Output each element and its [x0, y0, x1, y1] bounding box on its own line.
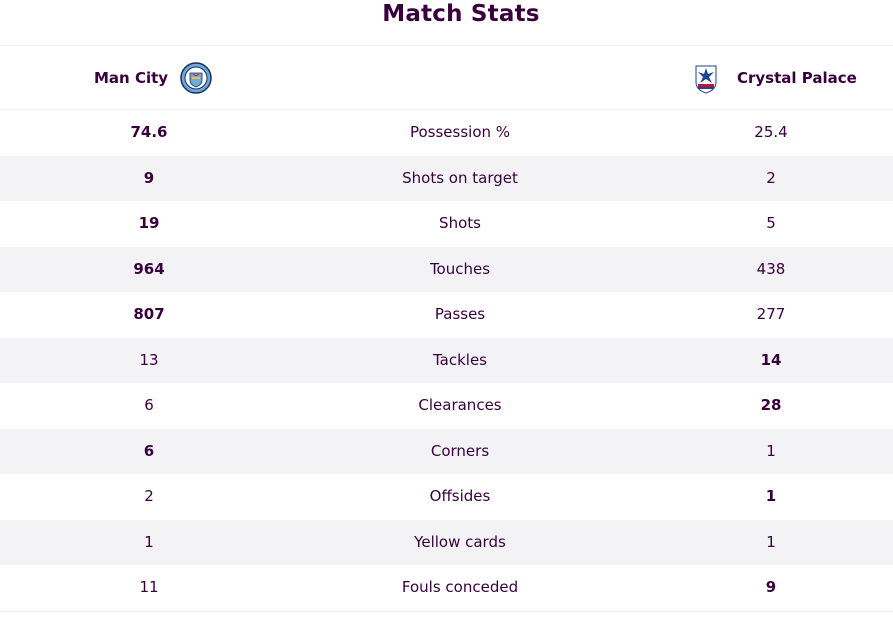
home-stat-value: 13: [139, 350, 159, 369]
divider: [0, 610, 893, 612]
stat-label: Corners: [430, 441, 490, 460]
stat-row: 19 Shots 5: [0, 201, 893, 247]
home-stat-value: 964: [133, 259, 165, 278]
away-stat-value: 2: [766, 168, 776, 187]
home-stat-value: 807: [133, 305, 165, 323]
stat-row: 13 Tackles 14: [0, 337, 893, 383]
home-stat-value: 1: [144, 532, 154, 551]
stat-row: 74.6 Possession % 25.4: [0, 110, 893, 156]
stat-row: 964 Touches 438: [0, 246, 893, 292]
away-stat-value: 9: [765, 578, 777, 596]
stat-row: 807 Passes 277: [0, 292, 893, 338]
stat-label: Offsides: [429, 487, 491, 505]
stat-label: Shots: [439, 214, 481, 232]
home-stat-value: 11: [139, 578, 159, 596]
away-stat-value: 1: [766, 441, 776, 460]
home-team-name: Man City: [94, 68, 169, 87]
crystal-palace-crest-icon: [690, 62, 722, 94]
stat-row: 1 Yellow cards 1: [0, 519, 893, 565]
stat-row: 2 Offsides 1: [0, 474, 893, 520]
away-stat-value: 28: [760, 396, 782, 414]
away-stat-value: 1: [765, 487, 777, 505]
home-stat-value: 9: [143, 168, 155, 187]
stat-row: 11 Fouls conceded 9: [0, 565, 893, 611]
away-stat-value: 14: [760, 350, 782, 369]
home-stat-value: 6: [143, 441, 155, 460]
home-stat-value: 6: [144, 396, 154, 414]
man-city-crest-icon: [180, 61, 212, 94]
away-stat-value: 277: [756, 305, 786, 323]
away-team-name: Crystal Palace: [737, 68, 857, 87]
away-stat-value: 438: [756, 259, 786, 278]
stat-label: Tackles: [432, 350, 488, 369]
stat-label: Passes: [434, 305, 486, 323]
stats-rows: 74.6 Possession % 25.4 9 Shots on target 2 19 S…: [0, 110, 893, 611]
stat-row: 6 Corners 1: [0, 428, 893, 474]
page-title: Match Stats: [382, 1, 540, 27]
stat-label: Clearances: [418, 396, 502, 414]
stat-label: Possession %: [409, 123, 511, 141]
match-stats-table: Man City Crystal Pala: [0, 45, 893, 612]
stat-label: Shots on target: [402, 168, 518, 187]
home-stat-value: 2: [144, 487, 154, 505]
home-stat-value: 19: [138, 214, 160, 232]
stat-label: Yellow cards: [414, 532, 506, 551]
away-team[interactable]: Crystal Palace: [690, 46, 857, 109]
away-stat-value: 5: [766, 214, 776, 232]
away-stat-value: 1: [766, 532, 776, 551]
stat-row: 9 Shots on target 2: [0, 155, 893, 201]
stat-label: Touches: [429, 259, 491, 278]
away-stat-value: 25.4: [754, 123, 788, 141]
home-stat-value: 74.6: [130, 123, 168, 141]
stat-row: 6 Clearances 28: [0, 383, 893, 429]
teams-header: Man City Crystal Pala: [0, 46, 893, 110]
stat-label: Fouls conceded: [401, 578, 519, 596]
home-team[interactable]: Man City: [94, 46, 212, 109]
